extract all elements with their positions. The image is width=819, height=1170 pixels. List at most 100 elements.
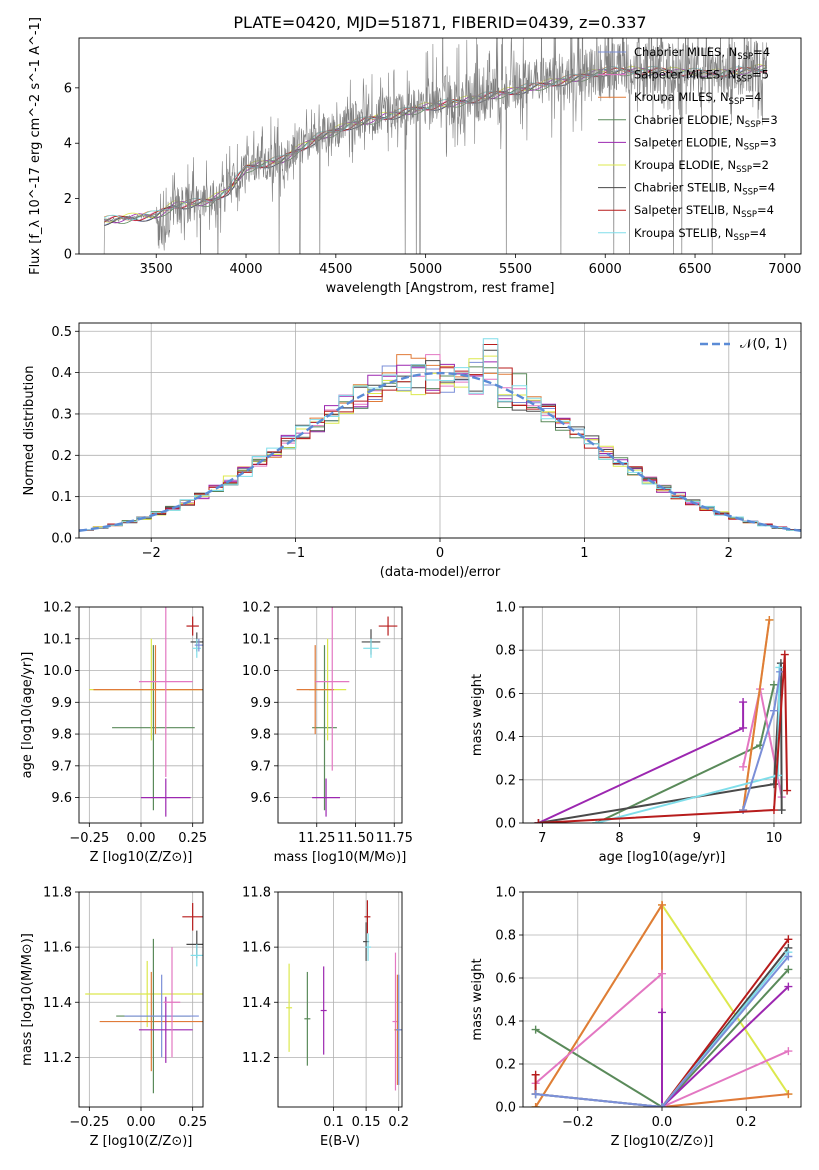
weight-marker	[769, 706, 778, 715]
legend-label-sub: SSP	[736, 165, 752, 175]
data-point	[182, 903, 203, 931]
x-tick-label: 4500	[319, 262, 352, 277]
weight-marker	[658, 1103, 666, 1107]
y-tick-label: 11.2	[43, 1051, 72, 1066]
data-point	[194, 638, 203, 652]
x-tick-label: 0.00	[127, 831, 156, 846]
data-point	[304, 971, 311, 1066]
x-tick-label: 4000	[229, 262, 262, 277]
x-axis-label: Z [log10(Z/Z⊙)]	[90, 1134, 193, 1149]
weight-marker	[739, 762, 748, 771]
plot-area	[531, 900, 793, 1107]
x-tick-label: 5500	[499, 262, 532, 277]
x-tick-label: 5000	[409, 262, 442, 277]
legend-item: Chabrier MILES, NSSP=4	[598, 45, 770, 62]
y-tick-label: 9.6	[250, 791, 271, 806]
residual-histogram	[79, 338, 801, 531]
legend-label-suffix: =4	[757, 203, 774, 217]
legend-item: Salpeter STELIB, NSSP=4	[598, 203, 774, 220]
weight-marker	[775, 663, 784, 672]
chart-residuals: −2 −1 0 1 2 0.0 0.1 0.2 0.3 0.4 0.5 (data-model)/er…	[22, 322, 802, 580]
chart-age-vs-mass: 11.25 11.50 11.75 9.6 9.7 9.8 9.9 10.0 10.1 10.2 m…	[242, 601, 413, 866]
weight-line	[661, 985, 790, 1107]
weight-marker	[658, 1008, 666, 1017]
y-tick-label: 9.9	[51, 696, 72, 711]
data-point	[192, 638, 201, 658]
y-tick-label: 10.0	[242, 664, 271, 679]
x-tick-label: 7000	[768, 262, 801, 277]
chart-mass-vs-Z: −0.25 0.00 0.25 11.2 11.4 11.6 11.8 Z [log10(Z/…	[20, 886, 207, 1150]
legend-label-sub: SSP	[729, 97, 745, 107]
weight-marker	[531, 1070, 540, 1079]
y-axis-label: mass weight	[470, 674, 485, 756]
legend-label-sub: SSP	[741, 210, 757, 220]
data-point	[99, 971, 203, 1072]
axes-frame	[277, 891, 403, 1108]
x-tick-label: 6000	[589, 262, 622, 277]
weight-line	[535, 968, 790, 1107]
weight-marker	[783, 786, 792, 795]
legend-label: 𝒩(0, 1)	[740, 337, 787, 352]
y-tick-label: 6	[64, 81, 72, 96]
legend-label-suffix: =2	[752, 158, 769, 172]
weight-marker	[777, 806, 786, 815]
y-axis-label: mass weight	[470, 958, 485, 1040]
y-tick-label: 10.2	[242, 601, 271, 616]
y-tick-label: 10.1	[242, 632, 271, 647]
legend-item: Salpeter MILES, NSSP=5	[598, 68, 769, 85]
chart-weight-vs-age: 7 8 9 10 0.0 0.2 0.4 0.6 0.8 1.0 age [log10(age/yr…	[470, 601, 802, 865]
y-tick-label: 11.6	[242, 941, 271, 956]
y-tick-label: 0.8	[495, 644, 516, 659]
weight-series	[739, 667, 785, 815]
chart-weight-vs-Z: −0.2 0.0 0.2 0.0 0.2 0.4 0.6 0.8 1.0 Z [log10(Z/Z…	[470, 886, 802, 1149]
legend-label-text: Chabrier ELODIE, N	[634, 113, 745, 127]
legend-label: Kroupa STELIB, NSSP=4	[634, 226, 766, 243]
y-axis-label: mass [log10(M/M⊙)]	[20, 933, 35, 1066]
x-tick-label: 2	[725, 546, 733, 561]
data-point	[286, 963, 293, 1052]
y-tick-label: 9.8	[51, 728, 72, 743]
y-tick-label: 2	[64, 192, 72, 207]
y-tick-label: 0.2	[495, 1058, 516, 1073]
y-tick-label: 11.8	[43, 886, 72, 901]
axes-frame	[522, 891, 802, 1108]
x-tick-label: 3500	[140, 262, 173, 277]
data-point	[138, 607, 193, 777]
y-tick-label: 10.1	[43, 632, 72, 647]
legend-label-suffix: =3	[761, 113, 778, 127]
x-axis-label: Z [log10(Z/Z⊙)]	[90, 850, 193, 865]
weight-marker	[784, 1047, 793, 1056]
legend-item: Kroupa STELIB, NSSP=4	[598, 226, 766, 243]
weight-line	[538, 654, 789, 823]
weight-marker	[531, 1103, 540, 1107]
data-point	[378, 616, 398, 636]
x-tick-label: 11.25	[298, 831, 335, 846]
data-point	[124, 974, 199, 1058]
y-tick-label: 10.2	[43, 601, 72, 616]
y-tick-label: 0.2	[495, 773, 516, 788]
y-tick-label: 0.8	[495, 929, 516, 944]
weight-marker	[534, 819, 543, 823]
observed-spectrum-line	[103, 38, 767, 254]
y-tick-label: 0.5	[51, 325, 72, 340]
y-axis-label: Normed distribution	[22, 366, 37, 496]
legend-label-text: Salpeter STELIB, N	[634, 203, 741, 217]
axes-frame	[78, 891, 204, 1108]
weight-marker	[784, 952, 793, 961]
legend-label-suffix: =4	[744, 90, 761, 104]
axes-frame	[277, 606, 403, 824]
x-axis-label: wavelength [Angstrom, rest frame]	[326, 281, 555, 296]
legend-label-text: Salpeter MILES, N	[634, 68, 736, 82]
weight-marker	[739, 723, 748, 732]
data-point	[112, 645, 195, 811]
y-tick-label: 11.4	[43, 996, 72, 1011]
legend-item: Kroupa MILES, NSSP=4	[598, 90, 761, 107]
plot-area	[79, 338, 801, 532]
x-tick-label: 0.25	[178, 1115, 207, 1130]
weight-series	[592, 663, 784, 823]
axes-frame	[78, 37, 802, 255]
legend-label-sub: SSP	[737, 52, 753, 62]
x-tick-label: 6500	[678, 262, 711, 277]
axes-frame	[78, 606, 204, 824]
